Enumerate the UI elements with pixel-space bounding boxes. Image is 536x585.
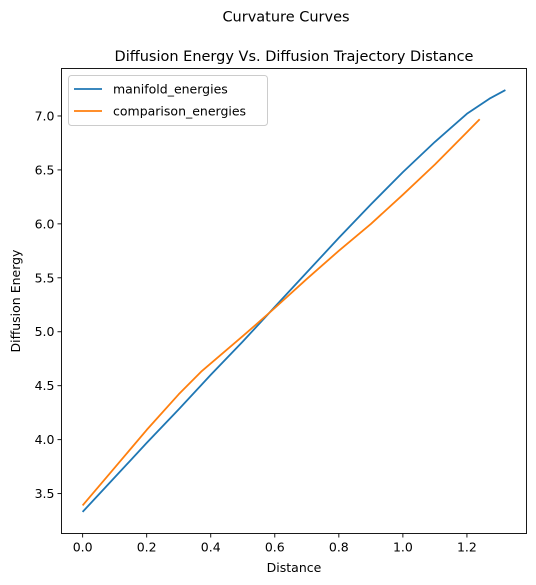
y-tick-label: 5.5 xyxy=(35,270,55,285)
y-axis-label: Diffusion Energy xyxy=(8,249,23,353)
series-group xyxy=(81,89,506,513)
y-tick-label: 4.5 xyxy=(35,378,55,393)
x-tick-label: 0.6 xyxy=(265,540,285,555)
x-tick-label: 0.2 xyxy=(137,540,157,555)
x-tick-label: 1.0 xyxy=(393,540,413,555)
x-tick-label: 0.4 xyxy=(201,540,221,555)
legend-label-manifold: manifold_energies xyxy=(113,82,228,97)
x-ticks: 0.0 0.2 0.4 0.6 0.8 1.0 1.2 xyxy=(73,533,477,555)
x-axis-label: Distance xyxy=(267,560,322,575)
x-tick-label: 1.2 xyxy=(457,540,477,555)
chart-title: Diffusion Energy Vs. Diffusion Trajector… xyxy=(115,49,474,65)
legend-box xyxy=(68,75,268,126)
chart-suptitle: Curvature Curves xyxy=(222,10,349,26)
y-tick-label: 6.5 xyxy=(35,162,55,177)
x-tick-label: 0.8 xyxy=(329,540,349,555)
series-line-comparison-energies xyxy=(81,118,481,506)
y-tick-label: 4.0 xyxy=(35,432,55,447)
plot-frame xyxy=(61,68,527,534)
legend: manifold_energies comparison_energies xyxy=(68,75,268,126)
y-ticks: 3.5 4.0 4.5 5.0 5.5 6.0 6.5 7.0 xyxy=(35,108,62,501)
y-tick-label: 5.0 xyxy=(35,324,55,339)
x-tick-label: 0.0 xyxy=(73,540,93,555)
y-tick-label: 3.5 xyxy=(35,486,55,501)
series-line-manifold-energies xyxy=(81,89,506,513)
y-tick-label: 6.0 xyxy=(35,216,55,231)
y-tick-label: 7.0 xyxy=(35,108,55,123)
legend-label-comparison: comparison_energies xyxy=(113,104,246,119)
